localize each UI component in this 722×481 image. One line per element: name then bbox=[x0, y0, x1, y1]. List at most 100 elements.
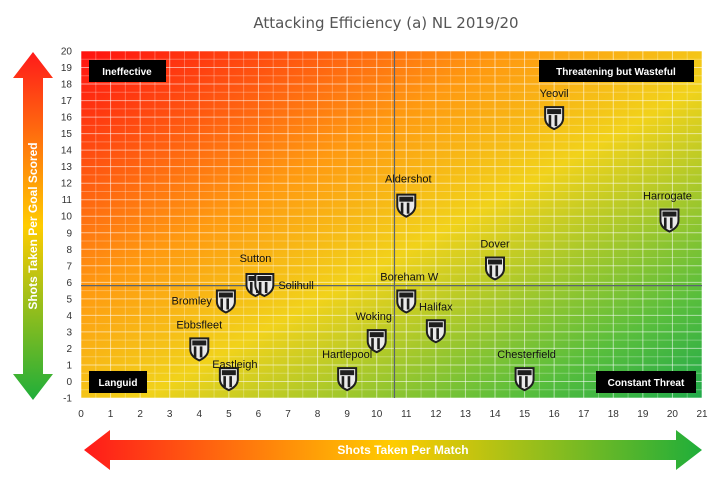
y-tick-label: 3 bbox=[66, 327, 72, 338]
quadrant-bottom-right: Constant Threat bbox=[596, 371, 696, 393]
quadrant-label-ineffective: Ineffective bbox=[102, 67, 152, 78]
y-tick-label: 5 bbox=[66, 294, 72, 305]
quadrant-label-constant-threat: Constant Threat bbox=[608, 378, 685, 389]
y-tick-label: 15 bbox=[61, 129, 73, 140]
data-point: Yeovil bbox=[540, 88, 569, 131]
club-crest-icon bbox=[366, 329, 387, 354]
club-crest-icon bbox=[514, 367, 535, 392]
club-crest-icon bbox=[254, 272, 275, 298]
data-point: Chesterfield bbox=[497, 349, 556, 392]
quadrant-top-right: Threatening but Wasteful bbox=[539, 60, 694, 82]
y-tick-label: 0 bbox=[66, 377, 72, 388]
data-point: Ebbsfleet bbox=[176, 319, 222, 362]
x-tick-label: 0 bbox=[78, 409, 84, 420]
y-tick-label: 4 bbox=[66, 311, 72, 322]
x-axis-ticks: 0 1 2 3 4 5 6 7 8 9 10 11 12 13 14 15 16 17 18 19 20 21 bbox=[78, 409, 708, 420]
chart-title: Attacking Efficiency (a) NL 2019/20 bbox=[253, 14, 518, 32]
club-crest-icon bbox=[425, 319, 446, 344]
point-label: Harrogate bbox=[643, 191, 692, 203]
y-tick-label: 10 bbox=[61, 212, 73, 223]
y-tick-label: 18 bbox=[61, 80, 73, 91]
x-tick-label: 16 bbox=[549, 409, 561, 420]
y-axis-title: Shots Taken Per Goal Scored bbox=[26, 142, 40, 309]
y-tick-label: 11 bbox=[62, 195, 73, 206]
data-point: Solihull bbox=[254, 272, 314, 298]
x-tick-label: 15 bbox=[519, 409, 531, 420]
club-crest-icon bbox=[189, 337, 210, 362]
plot-background bbox=[81, 51, 702, 398]
x-axis-title: Shots Taken Per Match bbox=[337, 443, 468, 457]
point-label: Sutton bbox=[240, 253, 272, 265]
x-tick-label: 7 bbox=[285, 409, 291, 420]
club-crest-icon bbox=[218, 367, 239, 392]
club-crest-icon bbox=[544, 106, 565, 131]
quadrant-bottom-left: Languid bbox=[89, 371, 147, 393]
data-point: Hartlepool bbox=[322, 349, 372, 392]
reference-lines bbox=[81, 51, 702, 398]
y-tick-label: 2 bbox=[66, 344, 72, 355]
y-axis-arrow: Shots Taken Per Goal Scored bbox=[13, 52, 53, 400]
point-label: Bromley bbox=[172, 296, 213, 308]
y-tick-label: 14 bbox=[61, 146, 73, 157]
data-point: Eastleigh bbox=[212, 359, 257, 392]
data-point: Bromley bbox=[172, 289, 236, 314]
y-tick-label: 16 bbox=[61, 113, 73, 124]
quadrant-top-left: Ineffective bbox=[89, 60, 166, 82]
point-label: Ebbsfleet bbox=[176, 319, 222, 331]
club-crest-icon bbox=[396, 193, 417, 218]
y-tick-label: 9 bbox=[66, 228, 72, 239]
club-crest-icon bbox=[485, 256, 505, 281]
y-tick-label: 12 bbox=[61, 179, 73, 190]
point-label: Dover bbox=[480, 238, 510, 250]
y-tick-label: 1 bbox=[66, 360, 72, 371]
data-point: Dover bbox=[480, 238, 510, 281]
y-tick-label: 13 bbox=[61, 162, 73, 173]
x-tick-label: 5 bbox=[226, 409, 232, 420]
x-tick-label: 2 bbox=[137, 409, 143, 420]
x-tick-label: 21 bbox=[696, 409, 708, 420]
x-tick-label: 1 bbox=[108, 409, 114, 420]
x-tick-label: 6 bbox=[256, 409, 262, 420]
data-point: Harrogate bbox=[643, 191, 692, 233]
x-tick-label: 10 bbox=[371, 409, 383, 420]
x-axis-arrow: Shots Taken Per Match bbox=[84, 430, 702, 470]
y-tick-label: 7 bbox=[66, 261, 72, 272]
quadrant-label-threatening: Threatening but Wasteful bbox=[556, 67, 676, 78]
quadrant-label-languid: Languid bbox=[99, 378, 138, 389]
x-tick-label: 13 bbox=[460, 409, 472, 420]
point-label: Aldershot bbox=[385, 174, 431, 186]
x-tick-label: 9 bbox=[344, 409, 350, 420]
x-tick-label: 3 bbox=[167, 409, 173, 420]
point-label: Solihull bbox=[278, 280, 313, 292]
point-label: Woking bbox=[355, 311, 391, 323]
x-tick-label: 11 bbox=[401, 409, 412, 420]
data-point: Boreham W bbox=[380, 272, 439, 314]
x-tick-label: 14 bbox=[489, 409, 501, 420]
y-tick-label: 6 bbox=[66, 278, 72, 289]
club-crest-icon bbox=[659, 208, 680, 233]
x-tick-label: 17 bbox=[578, 409, 590, 420]
point-label: Chesterfield bbox=[497, 349, 556, 361]
data-point: Woking bbox=[355, 311, 392, 354]
x-tick-label: 12 bbox=[430, 409, 442, 420]
data-point: Halifax bbox=[419, 301, 453, 344]
club-crest-icon bbox=[215, 289, 236, 314]
y-tick-label: 8 bbox=[66, 245, 72, 256]
point-label: Eastleigh bbox=[212, 359, 257, 371]
y-tick-label: 17 bbox=[61, 96, 73, 107]
x-tick-label: 18 bbox=[608, 409, 620, 420]
x-tick-label: 19 bbox=[637, 409, 649, 420]
data-points: Yeovil Harrogate Aldershot Dover Sutton Solih… bbox=[172, 88, 692, 392]
x-tick-label: 8 bbox=[315, 409, 321, 420]
club-crest-icon bbox=[396, 289, 417, 314]
x-tick-label: 20 bbox=[667, 409, 679, 420]
point-label: Halifax bbox=[419, 301, 453, 313]
y-tick-label: 20 bbox=[61, 47, 73, 58]
point-label: Yeovil bbox=[540, 88, 569, 100]
y-tick-label: 19 bbox=[61, 63, 73, 74]
club-crest-icon bbox=[337, 367, 358, 392]
data-point: Aldershot bbox=[385, 174, 432, 218]
point-label: Boreham W bbox=[380, 272, 439, 284]
